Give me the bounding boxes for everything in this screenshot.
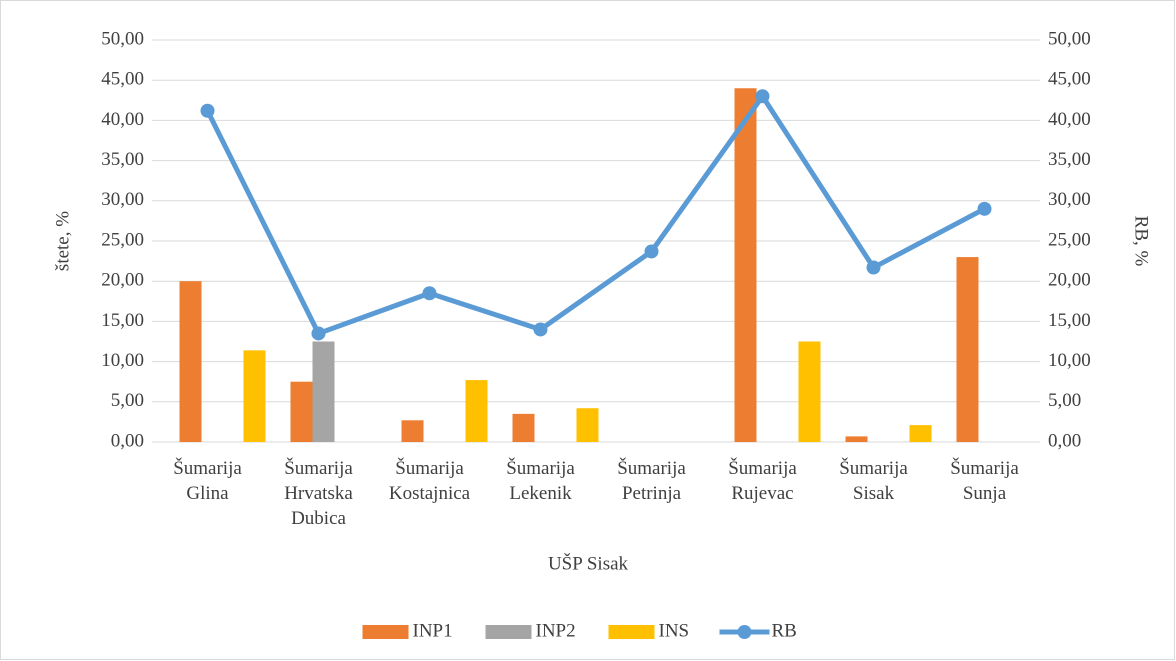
bar	[512, 413, 535, 442]
legend-label: INS	[659, 620, 690, 641]
y2-tick-label: 15,00	[1048, 310, 1091, 331]
x-tick-label-line: Rujevac	[731, 483, 793, 504]
x-tick-label: Šumarija Sisak	[839, 457, 908, 504]
y-tick-label: 5,00	[111, 390, 144, 411]
bar	[845, 436, 868, 442]
x-tick-label-line: Šumarija	[617, 457, 686, 479]
legend-label: INP1	[413, 620, 453, 641]
line	[205, 93, 986, 336]
y-tick-label: 10,00	[101, 350, 144, 371]
line-marker	[866, 260, 881, 275]
line-marker	[422, 286, 437, 301]
x-tick-label-line: Petrinja	[622, 483, 682, 504]
bar	[290, 381, 313, 442]
x-tick-label-line: Šumarija	[173, 457, 242, 479]
bar	[798, 341, 821, 442]
bar	[576, 408, 599, 442]
bar	[243, 350, 266, 442]
bar	[734, 88, 757, 443]
bar	[956, 257, 979, 442]
y-tick-label: 15,00	[101, 310, 144, 331]
y-tick-label: 30,00	[101, 189, 144, 210]
x-tick-label: Šumarija Lekenik	[506, 457, 575, 504]
line-marker	[644, 244, 659, 259]
line-marker	[977, 201, 992, 216]
x-tick-label: Šumarija Petrinja	[617, 457, 686, 504]
x-tick-label-line: Sisak	[853, 483, 895, 504]
legend-label: RB	[772, 620, 797, 641]
y-tick-label: 35,00	[101, 149, 144, 170]
x-tick-label: Šumarija Sunja	[950, 457, 1019, 504]
legend-swatch	[362, 625, 409, 639]
x-tick-label-line: Šumarija	[395, 457, 464, 479]
x-tick-label-line: Dubica	[291, 508, 346, 529]
y2-tick-label: 40,00	[1048, 109, 1091, 130]
y2-tick-label: 5,00	[1048, 390, 1081, 411]
y2-tick-label: 0,00	[1048, 430, 1081, 451]
y2-tick-label: 10,00	[1048, 350, 1091, 371]
x-axis-label: UŠP Sisak	[548, 552, 629, 574]
y2-axis-label: RB, %	[1131, 216, 1152, 267]
legend-swatch	[485, 625, 532, 639]
y2-tick-label: 30,00	[1048, 189, 1091, 210]
x-tick-label: Šumarija Kostajnica	[389, 457, 471, 504]
line-marker	[755, 89, 770, 104]
bar	[312, 341, 335, 442]
x-tick-label-line: Šumarija	[950, 457, 1019, 479]
x-tick-label: Šumarija Rujevac	[728, 457, 797, 504]
x-tick-label-line: Glina	[186, 483, 229, 504]
y2-tick-label: 35,00	[1048, 149, 1091, 170]
x-tick-label-line: Šumarija	[839, 457, 908, 479]
x-tick-label-line: Hrvatska	[284, 483, 353, 504]
legend-label: INP2	[536, 620, 576, 641]
line-marker	[533, 322, 548, 337]
legend-swatch-marker	[737, 625, 752, 639]
x-tick-label-line: Kostajnica	[389, 483, 471, 504]
y2-tick-label: 25,00	[1048, 229, 1091, 250]
x-tick-label: Šumarija Glina	[173, 457, 242, 504]
y-axis-label: štete, %	[52, 211, 73, 271]
y-tick-label: 0,00	[111, 430, 144, 451]
x-tick-label: Šumarija Hrvatska Dubica	[284, 457, 353, 529]
x-tick-label-line: Lekenik	[509, 483, 572, 504]
y-tick-label: 45,00	[101, 69, 144, 90]
line-marker	[200, 103, 215, 118]
y2-tick-label: 50,00	[1048, 28, 1091, 49]
y-tick-label: 40,00	[101, 109, 144, 130]
y2-tick-label: 45,00	[1048, 69, 1091, 90]
y-tick-label: 50,00	[101, 28, 144, 49]
bar	[179, 281, 202, 442]
bar	[401, 420, 424, 442]
y2-tick-label: 20,00	[1048, 270, 1091, 291]
y-tick-label: 20,00	[101, 270, 144, 291]
x-tick-label-line: Sunja	[963, 483, 1007, 504]
bar	[909, 425, 932, 442]
line-marker	[311, 326, 326, 341]
bar	[465, 380, 488, 442]
x-tick-label-line: Šumarija	[284, 457, 353, 479]
y-tick-label: 25,00	[101, 229, 144, 250]
x-tick-label-line: Šumarija	[506, 457, 575, 479]
x-tick-label-line: Šumarija	[728, 457, 797, 479]
legend-swatch	[608, 625, 655, 639]
